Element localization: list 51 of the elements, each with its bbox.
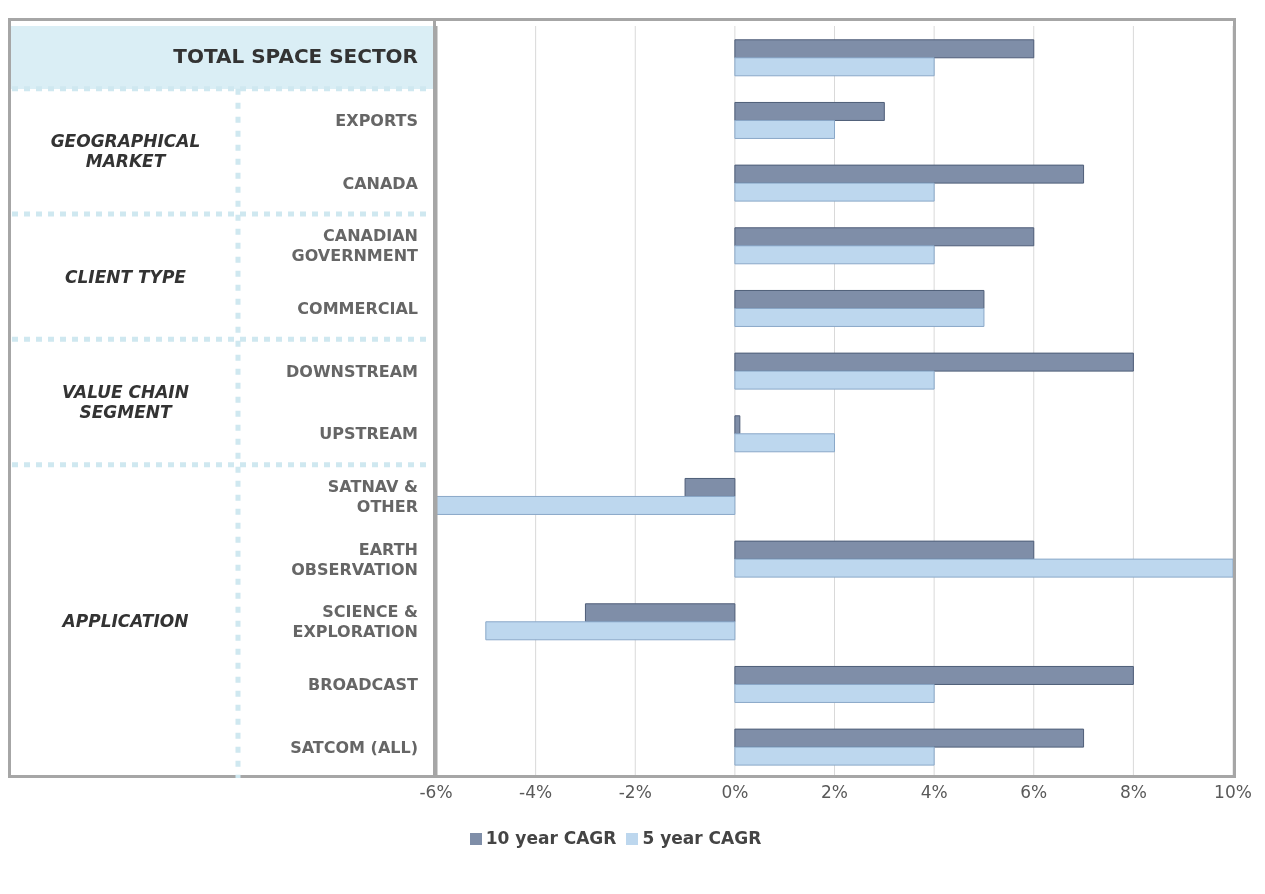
y-tick-label: SATCOM (ALL) — [290, 737, 418, 757]
text: VALUE CHAIN SEGMENT — [61, 381, 190, 424]
y-tick-label: EARTH OBSERVATION — [291, 539, 418, 579]
x-tick-label: 2% — [821, 782, 848, 803]
bar — [734, 57, 935, 77]
bar — [734, 683, 935, 703]
text: GEOGRAPHICAL MARKET — [49, 130, 202, 174]
y-tick-label: SCIENCE & EXPLORATION — [292, 602, 419, 642]
y-tick-label: TOTAL SPACE SECTOR — [173, 44, 418, 69]
text: CLIENT TYPE — [64, 265, 187, 289]
x-tick-label: 4% — [920, 782, 948, 803]
bar — [734, 307, 985, 327]
y-tick-label: CANADIAN GOVERNMENT — [291, 226, 419, 266]
x-tick-label: 6% — [1020, 782, 1048, 803]
bar — [734, 415, 741, 435]
bar — [734, 119, 835, 139]
bar — [734, 39, 1035, 59]
x-tick-label: -2% — [618, 782, 652, 803]
bar — [734, 164, 1085, 184]
y-tick-label: DOWNSTREAM — [286, 361, 418, 381]
text: APPLICATION — [60, 610, 190, 634]
bar — [734, 182, 935, 202]
bar — [734, 728, 1085, 748]
x-tick-label: 10% — [1214, 782, 1252, 803]
y-tick-label: SATNAV & OTHER — [327, 477, 419, 516]
bar — [734, 101, 885, 121]
legend-label: 10 year CAGR — [485, 828, 617, 848]
bar — [734, 558, 1233, 578]
bar — [734, 245, 935, 265]
x-tick-label: -4% — [519, 782, 553, 803]
bar — [684, 477, 736, 497]
bar — [584, 603, 736, 623]
bar — [485, 621, 736, 641]
legend-label: 5 year CAGR — [642, 828, 762, 848]
bar — [734, 352, 1134, 372]
bar — [734, 433, 835, 453]
bar — [436, 495, 736, 515]
bar — [734, 540, 1035, 560]
bar — [734, 370, 935, 390]
bar — [734, 289, 985, 309]
bar — [734, 227, 1035, 247]
x-tick-label: 0% — [721, 782, 749, 803]
y-tick-label: UPSTREAM — [319, 424, 418, 444]
bar — [734, 665, 1134, 685]
y-tick-label: BROADCAST — [308, 675, 419, 694]
x-tick-label: 8% — [1119, 782, 1147, 803]
bar — [734, 746, 935, 766]
y-tick-label: CANADA — [342, 173, 419, 193]
y-tick-label: EXPORTS — [335, 111, 418, 130]
x-tick-label: -6% — [419, 782, 453, 803]
y-tick-label: COMMERCIAL — [297, 299, 418, 318]
